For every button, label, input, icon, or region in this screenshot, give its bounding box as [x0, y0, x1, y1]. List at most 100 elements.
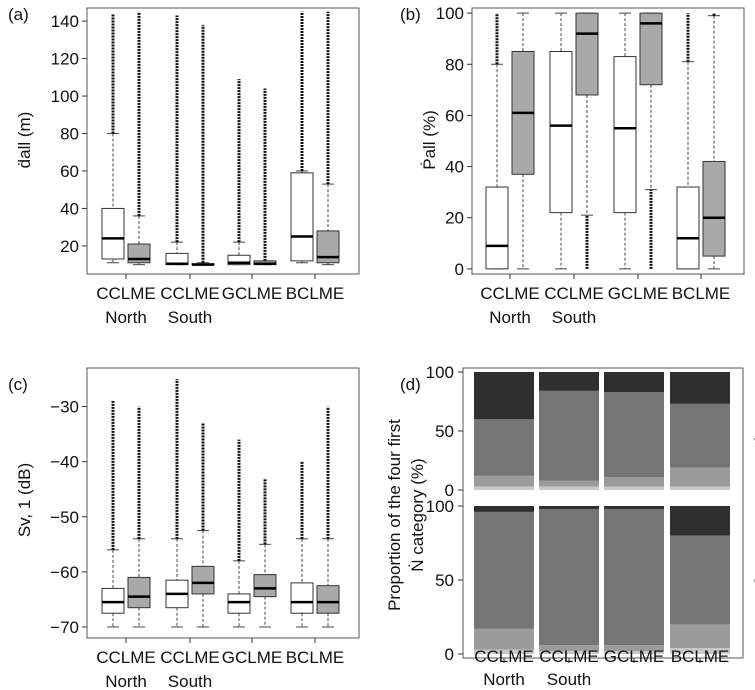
- y-tick-label: −30: [50, 398, 79, 417]
- box-iqr: [549, 50, 573, 214]
- stack-segment: [670, 486, 730, 490]
- box-iqr: [253, 574, 277, 598]
- x-category-label: BCLME: [671, 647, 730, 666]
- panel-label-a: (a): [8, 5, 29, 24]
- stack-segment: [539, 480, 599, 487]
- stack-segment: [474, 372, 534, 420]
- y-tick-label: 60: [445, 106, 464, 125]
- y-tick-label: 20: [445, 209, 464, 228]
- x-category-label: CCLME: [160, 648, 220, 667]
- y-tick-label: 100: [426, 363, 454, 382]
- x-category-label: BCLME: [286, 284, 345, 303]
- box-0-0: [101, 13, 125, 264]
- stack-segment: [539, 486, 599, 490]
- y-tick-label: −50: [50, 508, 79, 527]
- y-tick-label: 140: [51, 12, 79, 31]
- stack-segment: [539, 508, 599, 646]
- stack-segment: [604, 372, 664, 393]
- x-category-label: CCLME: [96, 284, 156, 303]
- y-tick-label: 0: [445, 481, 454, 500]
- x-category-label: BCLME: [286, 648, 345, 667]
- box-iqr: [290, 582, 314, 614]
- stack-segment: [604, 508, 664, 646]
- x-category-sublabel: South: [168, 672, 212, 690]
- x-category-label: CCLME: [539, 647, 599, 666]
- stack-segment: [539, 372, 599, 391]
- stack-segment: [670, 467, 730, 487]
- box-iqr: [702, 160, 726, 257]
- x-category-sublabel: North: [105, 308, 147, 327]
- box-1-0: [549, 12, 573, 270]
- stack-segment: [670, 648, 730, 654]
- x-category-sublabel: North: [489, 308, 531, 327]
- stack-segment: [474, 628, 534, 650]
- box-0-0: [485, 13, 509, 270]
- box-iqr: [290, 172, 314, 262]
- stack-segment: [474, 475, 534, 487]
- box-2-0: [227, 79, 251, 266]
- y-tick-label: 120: [51, 50, 79, 69]
- x-category-label: CCLME: [160, 284, 220, 303]
- box-3-0: [290, 461, 314, 628]
- x-category-label: BCLME: [672, 284, 731, 303]
- box-1-1: [191, 24, 215, 266]
- y-tick-label: 80: [60, 125, 79, 144]
- x-category-sublabel: South: [547, 670, 591, 689]
- x-category-label: GCLME: [222, 648, 282, 667]
- y-tick-label: 100: [436, 4, 464, 23]
- stack-segment: [670, 372, 730, 404]
- stack-segment: [604, 645, 664, 652]
- y-axis-title-d-1: Proportion of the four first: [385, 419, 404, 611]
- y-tick-label: −70: [50, 618, 79, 637]
- y-tick-label: 50: [435, 571, 454, 590]
- y-axis-title-b: Ṗall (%): [420, 110, 439, 170]
- box-iqr: [575, 12, 599, 96]
- stack-segment: [604, 477, 664, 487]
- box-3-0: [290, 11, 314, 264]
- y-tick-label: 20: [60, 237, 79, 256]
- box-iqr: [227, 593, 251, 614]
- x-category-label: GCLME: [222, 284, 282, 303]
- x-category-label: CCLME: [474, 647, 534, 666]
- y-axis-title-a: ḋall (m): [15, 112, 34, 169]
- x-category-label: CCLME: [544, 284, 604, 303]
- panel-label-b: (b): [400, 5, 421, 24]
- x-category-sublabel: South: [168, 308, 212, 327]
- box-2-1: [639, 12, 663, 269]
- x-category-label: CCLME: [96, 648, 156, 667]
- stack-segment: [670, 535, 730, 625]
- plot-frame: [86, 367, 360, 639]
- box-1-0: [165, 15, 189, 266]
- box-iqr: [613, 56, 637, 214]
- y-tick-label: 80: [445, 55, 464, 74]
- y-tick-label: 50: [435, 422, 454, 441]
- stack-segment: [539, 390, 599, 481]
- stack-segment: [539, 651, 599, 654]
- y-tick-label: 100: [426, 497, 454, 516]
- stack-segment: [670, 624, 730, 649]
- box-3-0: [676, 13, 700, 270]
- box-0-1: [127, 406, 151, 628]
- box-iqr: [639, 12, 663, 86]
- box-0-1: [511, 12, 535, 270]
- box-3-1: [316, 406, 340, 628]
- stack-segment: [539, 506, 599, 509]
- box-iqr: [227, 254, 251, 266]
- box-2-1: [253, 478, 277, 628]
- box-iqr: [101, 207, 125, 260]
- x-category-sublabel: South: [552, 308, 596, 327]
- box-iqr: [191, 565, 215, 595]
- stack-segment: [670, 506, 730, 536]
- box-1-1: [575, 12, 599, 269]
- stack-segment: [474, 486, 534, 490]
- stack-segment: [604, 651, 664, 654]
- y-tick-label: −60: [50, 563, 79, 582]
- stack-segment: [604, 506, 664, 509]
- stack-segment: [604, 392, 664, 478]
- box-0-1: [127, 11, 151, 266]
- x-category-label: CCLME: [480, 284, 540, 303]
- box-1-0: [165, 379, 189, 628]
- stack-segment: [474, 649, 534, 654]
- y-tick-label: −40: [50, 453, 79, 472]
